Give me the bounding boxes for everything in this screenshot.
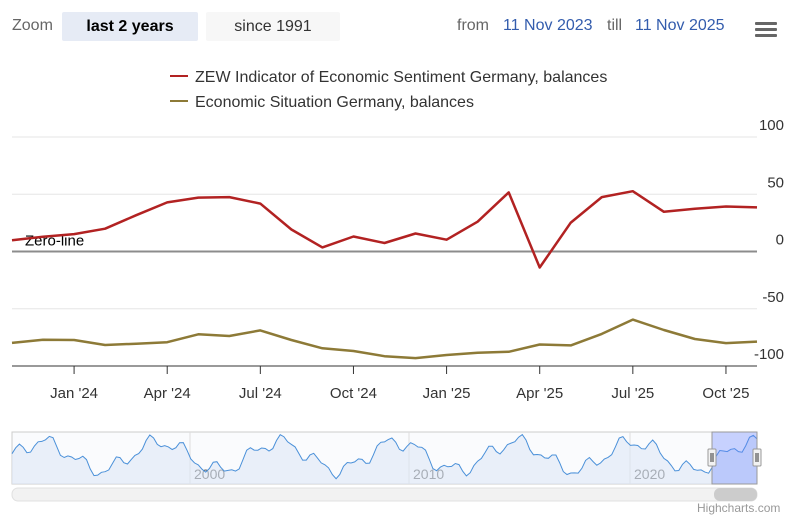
legend-swatch-situation (170, 99, 188, 102)
x-tick-label: Apr '25 (516, 385, 563, 402)
x-tick-label: Jan '25 (423, 385, 471, 402)
legend-label-sentiment: ZEW Indicator of Economic Sentiment Germ… (195, 69, 608, 86)
x-tick-label: Jul '24 (239, 385, 282, 402)
zoom-button-last-2-years[interactable]: last 2 years (62, 12, 198, 41)
y-tick-label: 0 (776, 232, 784, 249)
range-till-label: till (607, 17, 623, 34)
range-from-input[interactable]: 11 Nov 2023 (503, 17, 593, 34)
x-tick-label: Oct '24 (330, 385, 377, 402)
navigator-selected-range[interactable] (711, 431, 758, 485)
zoom-button-since-1991[interactable]: since 1991 (206, 12, 340, 41)
range-from-label: from (457, 17, 489, 34)
navigator-handle-left[interactable] (707, 448, 717, 467)
zoom-label: Zoom (12, 17, 53, 34)
x-tick-label: Jan '24 (50, 385, 98, 402)
hamburger-menu-icon[interactable] (755, 22, 777, 40)
legend-swatch-sentiment (170, 74, 188, 77)
range-till-input[interactable]: 11 Nov 2025 (635, 17, 725, 34)
y-tick-label: -50 (762, 289, 784, 306)
navigator-series-line (11, 433, 758, 480)
scrollbar-thumb[interactable] (714, 488, 757, 501)
x-tick-label: Apr '24 (144, 385, 191, 402)
navigator-series-area (12, 434, 757, 484)
legend-item-sentiment[interactable]: ZEW Indicator of Economic Sentiment Germ… (170, 69, 607, 87)
navigator-handle-right[interactable] (752, 448, 762, 467)
series-line-sentiment[interactable] (11, 189, 758, 269)
y-tick-label: -100 (754, 346, 784, 363)
credits-link[interactable]: Highcharts.com (697, 501, 781, 515)
series-line-situation[interactable] (11, 318, 758, 360)
legend-item-situation[interactable]: Economic Situation Germany, balances (170, 94, 474, 112)
y-tick-label: 100 (759, 117, 784, 134)
x-tick-label: Jul '25 (611, 385, 654, 402)
x-tick-label: Oct '25 (702, 385, 749, 402)
scrollbar-track[interactable] (11, 487, 758, 502)
y-tick-label: 50 (767, 174, 784, 191)
legend-label-situation: Economic Situation Germany, balances (195, 94, 474, 111)
